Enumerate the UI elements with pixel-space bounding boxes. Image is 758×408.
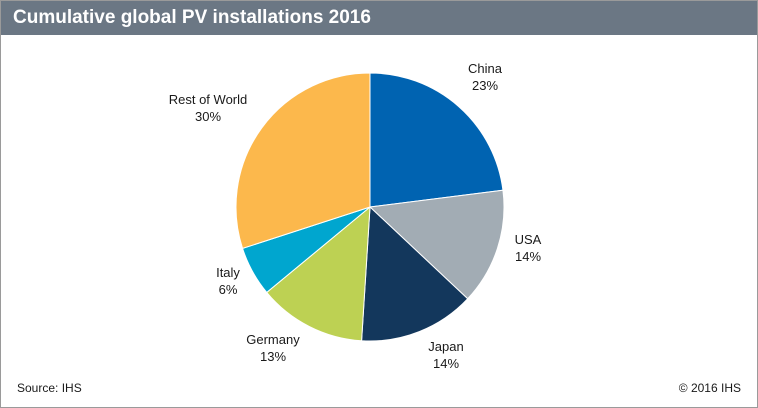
pie-slice-rest-of-world <box>235 72 371 250</box>
chart-title: Cumulative global PV installations 2016 <box>13 7 371 28</box>
pie-slice-usa <box>368 189 505 300</box>
slice-value-germany: 13% <box>260 349 286 364</box>
copyright-note: © 2016 IHS <box>678 381 741 395</box>
slice-name-usa: USA <box>515 232 542 247</box>
source-note: Source: IHS <box>17 381 82 395</box>
slice-value-japan: 14% <box>433 356 459 371</box>
slice-name-japan: Japan <box>428 339 463 354</box>
slice-value-usa: 14% <box>515 249 541 264</box>
pie-slice-germany <box>266 205 371 342</box>
pie-slices <box>235 72 505 342</box>
pie-slice-japan <box>361 205 469 342</box>
slice-name-china: China <box>468 61 503 76</box>
slice-name-rest-of-world: Rest of World <box>169 92 248 107</box>
title-bar: Cumulative global PV installations 2016 <box>1 1 757 35</box>
slice-name-germany: Germany <box>246 332 300 347</box>
slice-value-china: 23% <box>472 78 498 93</box>
slice-value-rest-of-world: 30% <box>195 109 221 124</box>
slice-value-italy: 6% <box>219 282 238 297</box>
slice-name-italy: Italy <box>216 265 240 280</box>
pie-slice-china <box>369 72 504 208</box>
pie-labels: China 23% USA 14% Japan 14% Germany 13% Italy 6% R… <box>169 61 542 371</box>
